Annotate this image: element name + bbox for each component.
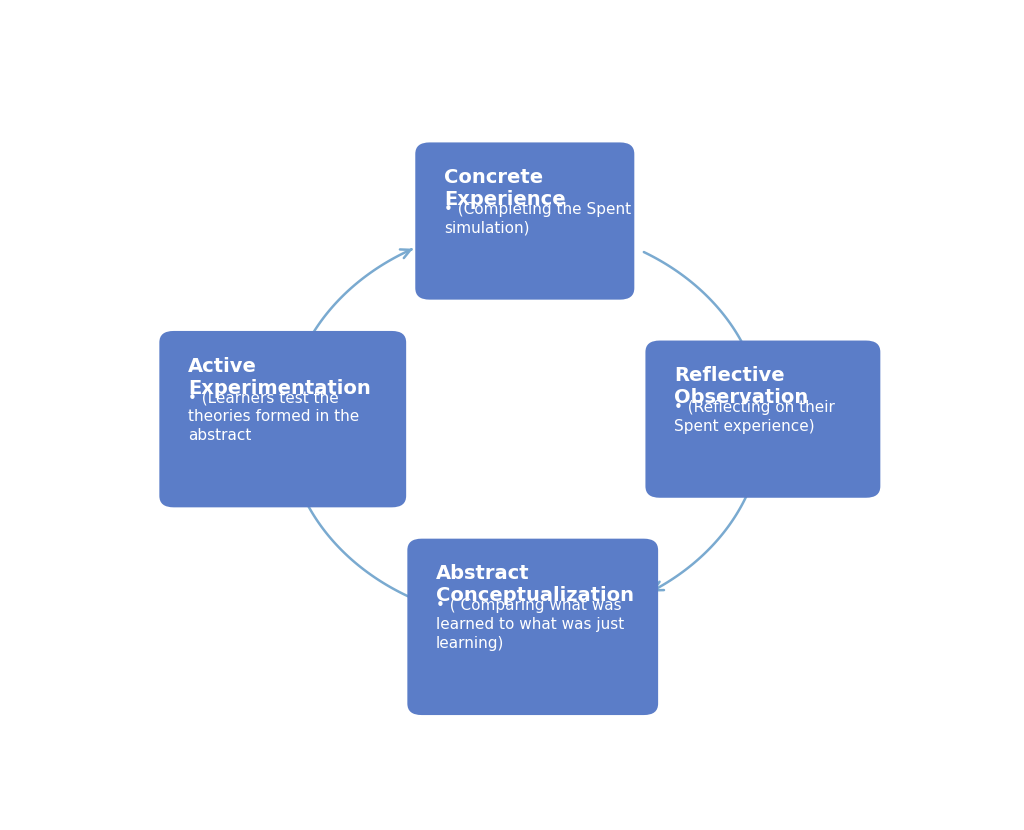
Text: • (Learners test the
theories formed in the
abstract: • (Learners test the theories formed in …: [188, 391, 359, 443]
FancyBboxPatch shape: [160, 331, 407, 507]
Text: Active
Experimentation: Active Experimentation: [188, 357, 371, 398]
Text: Abstract
Conceptualization: Abstract Conceptualization: [436, 564, 634, 605]
Text: • (Completing the Spent
simulation): • (Completing the Spent simulation): [443, 203, 631, 236]
Text: Concrete
Experience: Concrete Experience: [443, 168, 565, 209]
Text: • (Reflecting on their
Spent experience): • (Reflecting on their Spent experience): [674, 400, 835, 434]
Text: • ( Comparing what was
learned to what was just
learning): • ( Comparing what was learned to what w…: [436, 598, 625, 651]
FancyBboxPatch shape: [408, 539, 658, 715]
FancyBboxPatch shape: [645, 340, 881, 498]
FancyBboxPatch shape: [416, 143, 634, 300]
Text: Reflective
Observation: Reflective Observation: [674, 366, 808, 407]
